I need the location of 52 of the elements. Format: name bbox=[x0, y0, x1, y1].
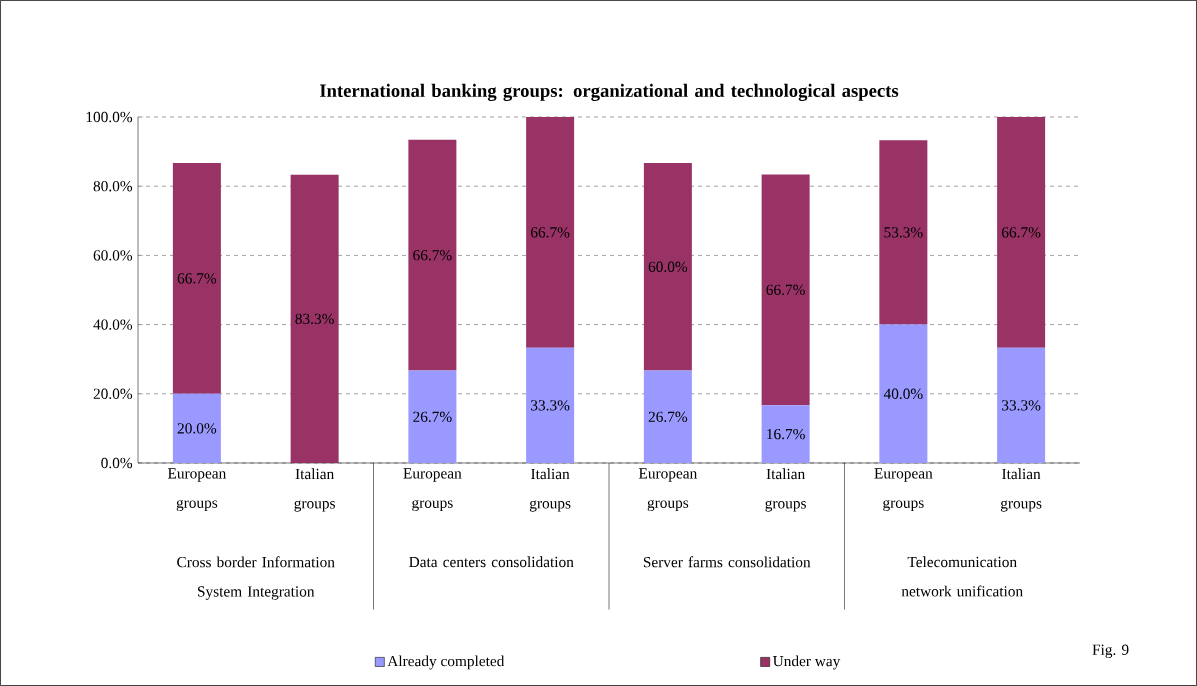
bar bbox=[997, 347, 1046, 463]
data-label: 16.7% bbox=[767, 428, 805, 440]
data-label: 66.7% bbox=[766, 284, 805, 296]
bar bbox=[408, 139, 457, 371]
bar bbox=[879, 140, 928, 325]
data-label: 60.0% bbox=[648, 261, 688, 273]
text: Data centers consolidation bbox=[409, 556, 574, 568]
x-tick-label: European groups bbox=[638, 468, 698, 512]
y-tick-label: 40.0% bbox=[93, 319, 133, 330]
category-label: Italian groups bbox=[1000, 468, 1042, 512]
data-label: 33.3% bbox=[1002, 400, 1041, 411]
data-label: 83.3% bbox=[295, 313, 334, 325]
bar bbox=[643, 370, 692, 463]
data-label: 40.0% bbox=[883, 388, 923, 399]
y-tick-label: 100.0% bbox=[86, 111, 133, 123]
bar bbox=[761, 174, 810, 406]
bar bbox=[172, 163, 221, 394]
data-label: 66.7% bbox=[177, 273, 217, 284]
y-tick-label: 80.0% bbox=[93, 181, 133, 192]
data-label: 53.3% bbox=[884, 227, 923, 238]
category-label: Italian groups bbox=[765, 468, 806, 512]
bar bbox=[526, 347, 575, 463]
data-label: 66.7% bbox=[413, 250, 452, 261]
y-tick-label: 0.0% bbox=[101, 457, 133, 469]
bar bbox=[997, 117, 1046, 348]
data-label: 66.7% bbox=[530, 227, 570, 238]
y-tick-label: 20.0% bbox=[93, 388, 133, 399]
chart-title: International banking groups: organizational and technological aspects bbox=[319, 83, 899, 101]
data-label: 33.3% bbox=[531, 400, 570, 411]
bar bbox=[761, 405, 810, 463]
legend-label: Under way bbox=[772, 655, 841, 670]
data-label: 66.7% bbox=[1001, 227, 1041, 238]
category-label: Italian groups bbox=[529, 468, 571, 512]
y-tick-label: 60.0% bbox=[93, 250, 133, 261]
category-label: Italian groups bbox=[294, 468, 335, 512]
bar bbox=[526, 117, 575, 348]
text: Cross border Information System Integration bbox=[177, 556, 335, 600]
data-label: 20.0% bbox=[177, 423, 217, 434]
text: Server farms consolidation bbox=[643, 556, 811, 568]
data-label: 26.7% bbox=[413, 411, 452, 422]
bar bbox=[879, 324, 928, 463]
bar bbox=[408, 370, 457, 463]
bar bbox=[290, 174, 339, 463]
caption: Fig. 9 bbox=[1092, 644, 1129, 659]
data-label: 26.7% bbox=[648, 411, 688, 422]
text: Telecomunication network unification bbox=[901, 556, 1023, 597]
x-tick-label: European groups bbox=[167, 468, 227, 512]
x-tick-label: European groups bbox=[874, 468, 933, 512]
bar bbox=[643, 163, 692, 371]
x-tick-label: European groups bbox=[403, 468, 462, 512]
bar bbox=[172, 393, 221, 463]
legend-label: Already completed bbox=[387, 655, 505, 670]
